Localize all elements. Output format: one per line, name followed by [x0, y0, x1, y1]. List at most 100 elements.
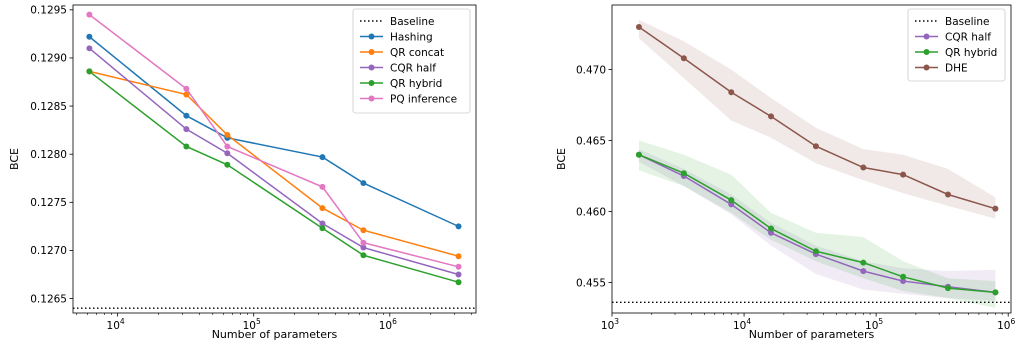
legend-swatch-marker [368, 33, 375, 40]
x-axis-label: Number of parameters [212, 328, 338, 341]
series-line [88, 47, 459, 276]
legend-label: CQR half [390, 62, 436, 74]
data-point [360, 227, 367, 234]
data-point [680, 55, 687, 62]
data-point [812, 143, 819, 150]
data-point [455, 263, 462, 270]
x-tick-label: 104 [733, 317, 751, 332]
legend-box [352, 8, 471, 114]
data-point [360, 239, 367, 246]
data-point [319, 220, 326, 227]
data-point [183, 126, 190, 133]
x-tick-label: 104 [107, 317, 125, 332]
legend-label: QR hybrid [945, 47, 997, 59]
data-point [728, 197, 735, 204]
confidence-band [638, 149, 996, 301]
data-point [183, 91, 190, 98]
data-point [860, 268, 867, 275]
data-point [183, 112, 190, 119]
y-tick-label: 0.1285 [30, 101, 67, 113]
data-point [812, 248, 819, 255]
data-point [86, 33, 93, 40]
chart-2: 0.455 0.460 0.465 0.470 103 104 105 106 Number o… [555, 4, 1015, 341]
legend-swatch-marker [368, 64, 375, 71]
plot-area [73, 11, 476, 309]
y-tick-label: 0.1265 [30, 293, 67, 305]
data-point [768, 113, 775, 120]
data-point [635, 151, 642, 158]
legend-label: Hashing [390, 31, 433, 43]
data-point [360, 252, 367, 259]
legend-swatch-marker [368, 49, 375, 55]
legend-label: Baseline [945, 16, 990, 28]
data-point [944, 285, 951, 292]
legend-label: CQR half [945, 31, 991, 43]
data-point [319, 205, 326, 212]
legend-swatch-marker [923, 33, 930, 40]
data-point [635, 24, 642, 30]
data-point [768, 225, 775, 232]
legend: Baseline Hashing QR concat CQR half QR hybri… [352, 8, 471, 114]
legend-swatch-marker [923, 64, 930, 71]
legend-label: PQ inference [390, 93, 457, 105]
legend-label: QR hybrid [390, 78, 442, 90]
y-tick-label: 0.1295 [30, 5, 67, 17]
data-point [455, 223, 462, 230]
x-tick-label: 105 [243, 317, 261, 332]
series-line [88, 36, 459, 228]
data-point [900, 278, 907, 285]
data-point [224, 131, 231, 138]
y-tick-label: 0.460 [576, 206, 606, 218]
chart-1: 0.1265 0.1270 0.1275 0.1280 0.1285 0.1290 0.12… [8, 4, 477, 341]
axes-frame [611, 4, 1012, 314]
y-tick-label: 0.1270 [30, 245, 67, 257]
x-tick-label: 106 [997, 317, 1015, 332]
data-point [728, 89, 735, 96]
data-point [992, 289, 999, 296]
axes-frame [72, 4, 477, 314]
x-tick-label: 105 [865, 317, 883, 332]
legend-label: DHE [945, 62, 968, 74]
legend-label: Baseline [390, 16, 435, 28]
legend-swatch-marker [368, 95, 375, 102]
confidence-band [638, 19, 996, 219]
y-tick-label: 0.470 [576, 64, 606, 76]
data-point [360, 244, 367, 251]
y-tick-label: 0.1280 [30, 149, 67, 161]
y-tick-label: 0.1275 [30, 197, 67, 209]
data-point [86, 11, 93, 18]
data-point [455, 279, 462, 286]
data-point [944, 191, 951, 198]
data-point [768, 229, 775, 236]
data-point [319, 225, 326, 232]
data-point [183, 143, 190, 150]
plot-area [612, 19, 1011, 309]
x-tick-label: 103 [601, 317, 619, 332]
data-point [224, 143, 231, 150]
legend-label: QR concat [390, 47, 444, 59]
x-axis-label: Number of parameters [749, 328, 875, 341]
data-point [319, 183, 326, 190]
data-point [900, 273, 907, 280]
y-tick-label: 0.465 [576, 135, 606, 147]
data-point [319, 154, 326, 161]
data-point [86, 68, 93, 75]
data-point [455, 271, 462, 278]
y-axis-label: BCE [555, 148, 568, 170]
data-point [183, 85, 190, 92]
confidence-band [638, 140, 996, 309]
data-point [224, 161, 231, 168]
series-line [88, 14, 459, 268]
data-point [728, 201, 735, 208]
data-point [680, 170, 687, 177]
data-point [860, 164, 867, 171]
data-point [86, 45, 93, 52]
legend-box [907, 8, 1006, 82]
series-line [89, 70, 459, 257]
data-point [900, 171, 907, 178]
legend-swatch-marker [923, 49, 930, 55]
y-axis-label: BCE [8, 148, 21, 170]
series-line [88, 70, 459, 283]
data-point [860, 259, 867, 266]
